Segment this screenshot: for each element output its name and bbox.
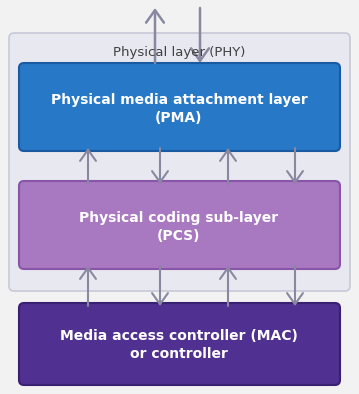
FancyBboxPatch shape xyxy=(19,303,340,385)
Text: or controller: or controller xyxy=(130,347,228,361)
FancyBboxPatch shape xyxy=(19,181,340,269)
Text: Physical coding sub-layer: Physical coding sub-layer xyxy=(79,211,279,225)
Text: Physical layer (PHY): Physical layer (PHY) xyxy=(113,45,245,58)
FancyBboxPatch shape xyxy=(9,33,350,291)
Text: Media access controller (MAC): Media access controller (MAC) xyxy=(60,329,298,343)
Text: (PCS): (PCS) xyxy=(157,229,201,243)
FancyBboxPatch shape xyxy=(19,63,340,151)
Text: (PMA): (PMA) xyxy=(155,111,203,125)
Text: Physical media attachment layer: Physical media attachment layer xyxy=(51,93,307,107)
